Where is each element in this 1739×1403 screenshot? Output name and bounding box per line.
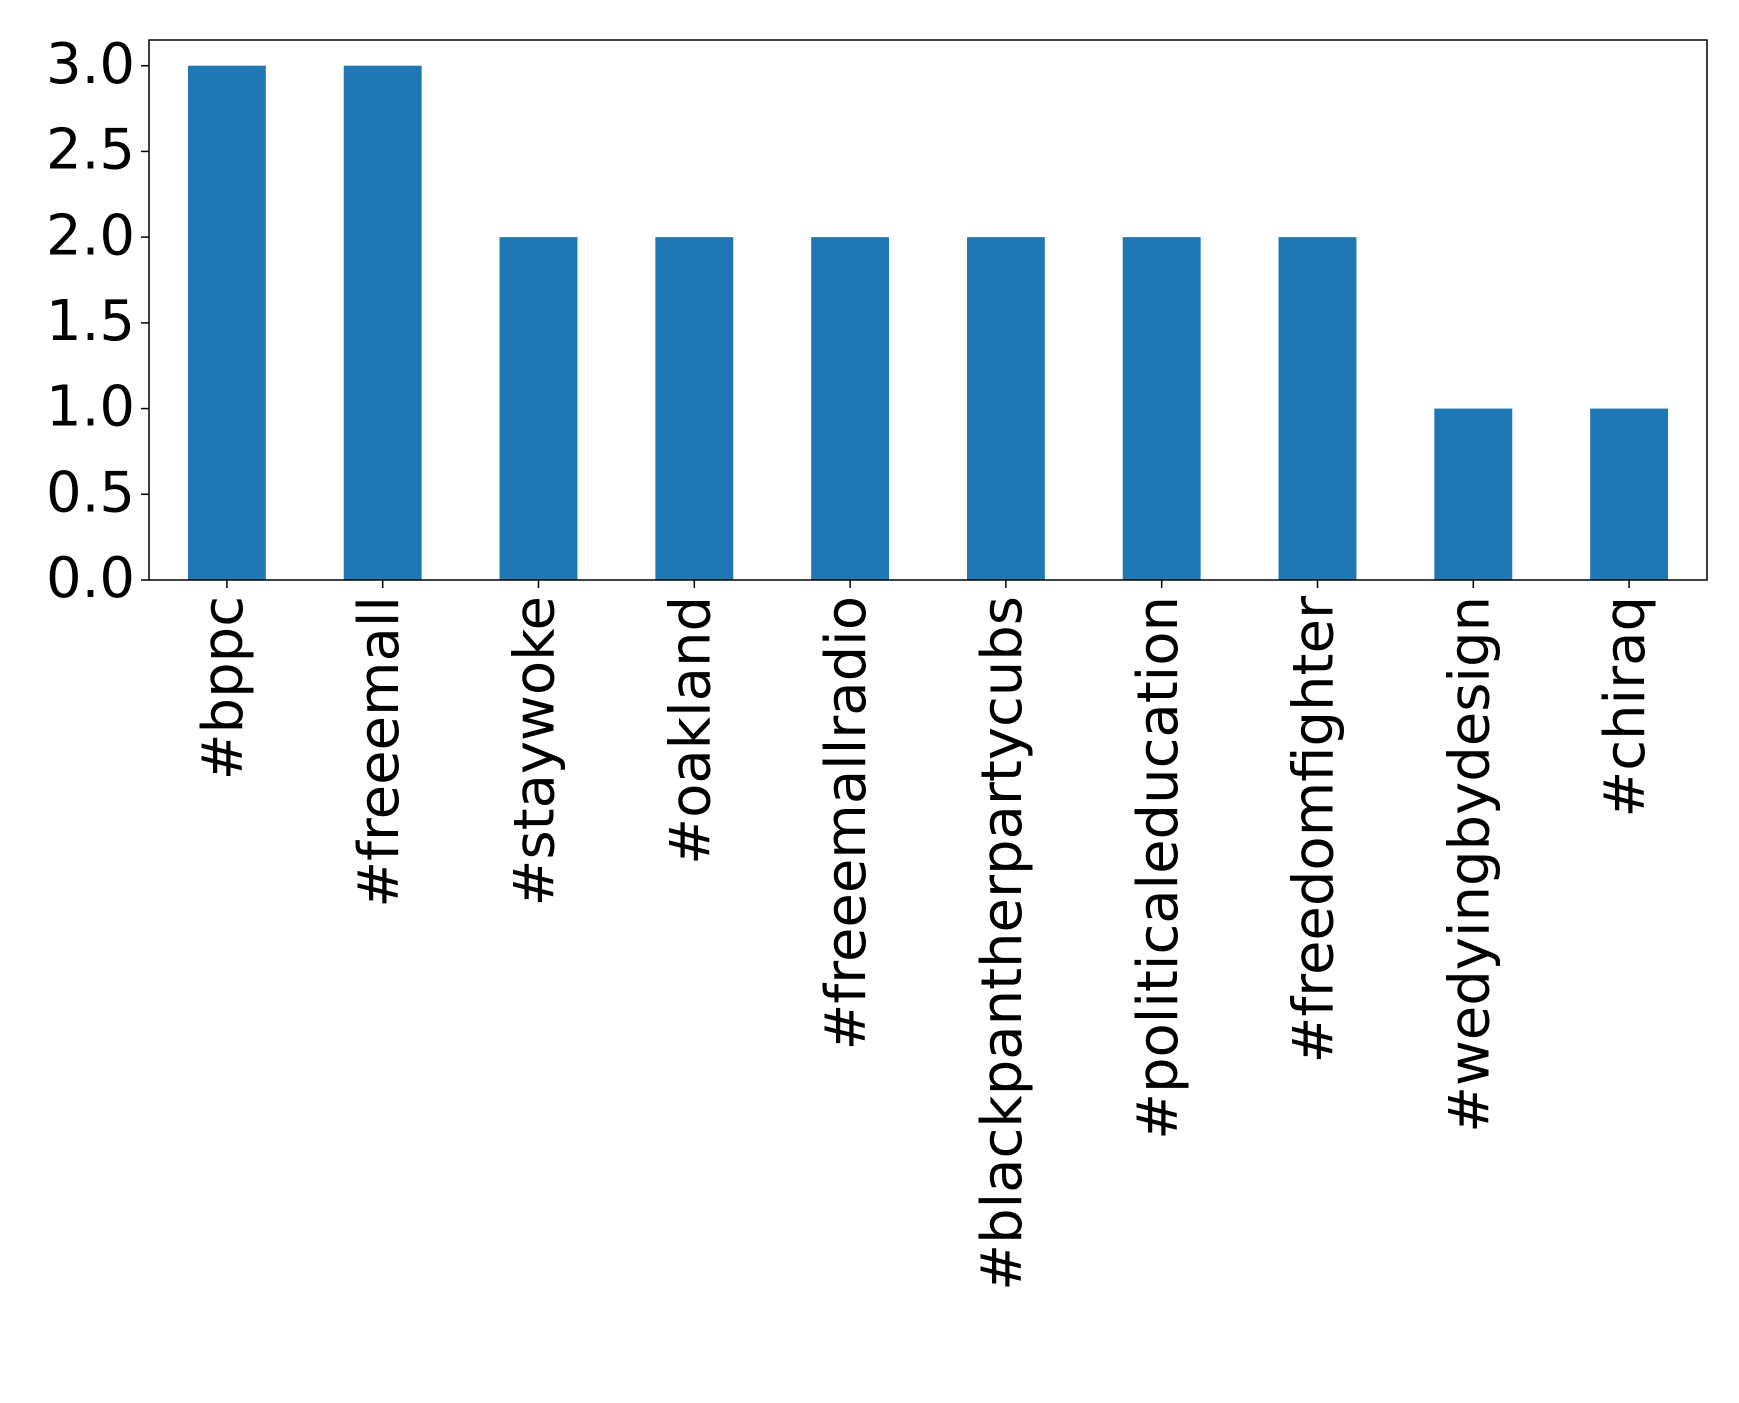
bar <box>966 237 1045 580</box>
x-tick-label: #wedyingbydesign <box>1437 596 1502 1133</box>
x-tick-label: #freeemallradio <box>814 596 879 1050</box>
bar <box>1590 408 1669 580</box>
plot-frame <box>148 39 1708 581</box>
x-tick-label: #politicaleducation <box>1126 596 1191 1140</box>
x-tick-label: #staywoke <box>503 596 568 906</box>
bar <box>655 237 734 580</box>
y-tick-label: 2.0 <box>46 203 135 268</box>
bar <box>1278 237 1357 580</box>
y-tick-label: 0.0 <box>46 546 135 611</box>
y-tick-label: 1.0 <box>46 375 135 440</box>
x-tick-label: #blackpantherpartycubs <box>970 596 1035 1291</box>
x-tick-label: #freedomfighter <box>1282 595 1347 1063</box>
bar <box>811 237 890 580</box>
y-tick-label: 3.0 <box>46 32 135 97</box>
bar <box>1434 408 1513 580</box>
y-tick-label: 0.5 <box>46 460 135 525</box>
bar <box>187 65 266 580</box>
x-tick-label: #chiraq <box>1593 596 1658 818</box>
x-tick-label: #oakland <box>658 596 723 865</box>
x-tick-label: #bppc <box>191 596 256 780</box>
y-tick-label: 1.5 <box>46 289 135 354</box>
y-tick-label: 2.5 <box>46 118 135 183</box>
x-tick-label: #freeemall <box>347 596 412 908</box>
bar <box>499 237 578 580</box>
bar <box>1122 237 1201 580</box>
bar <box>343 65 422 580</box>
